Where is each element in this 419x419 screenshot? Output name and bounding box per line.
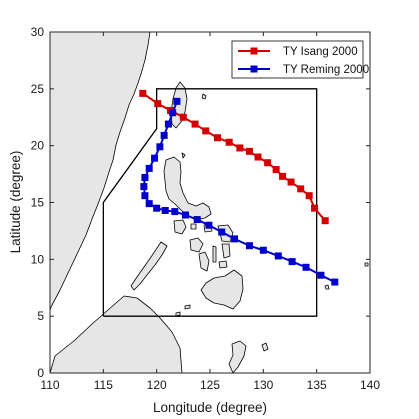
track-point [193,216,201,224]
y-tick-label: 5 [37,309,44,323]
legend-label-reming: TY Reming 2000 [283,64,369,76]
y-tick-label: 30 [31,25,45,39]
track-point [302,263,310,271]
track-point [287,178,295,186]
map-layer [50,32,369,373]
track-point [154,100,162,108]
x-tick-label: 125 [200,378,220,392]
island [190,223,197,230]
y-tick-label: 20 [31,139,45,153]
track-point [311,204,319,212]
x-axis: 110 115 120 125 130 135 140 [40,32,380,392]
borneo-coast [50,295,183,373]
y-axis: 0 5 10 15 20 25 30 [31,25,370,380]
track-point [171,208,179,216]
track-point [141,192,149,200]
track-point [317,271,325,279]
sulawesi-coast [228,340,247,373]
legend-label-isang: TY Isang 2000 [283,46,358,58]
negros-island [198,251,210,272]
x-tick-label: 130 [253,378,273,392]
y-tick-label: 0 [37,366,44,380]
study-domain-box [102,88,318,317]
track-point [218,228,226,236]
track-point [139,89,147,97]
track-point [145,200,153,208]
typhoon-tracks [139,89,339,286]
palawan-island [130,241,168,291]
x-tick-label: 115 [94,378,113,392]
mainland-asia [50,32,151,311]
x-tick-label: 120 [147,378,167,392]
track-point [225,138,233,146]
track-point [264,159,272,167]
track-point [245,147,253,155]
leyte-island [221,243,231,259]
track-point [231,235,239,243]
track-point [272,166,280,174]
track-point [254,153,262,161]
track-point [202,127,210,135]
track-point [173,97,181,105]
track-point [305,192,313,200]
legend-swatch-marker-reming [250,65,258,73]
track-point [141,173,149,181]
panay-island [189,237,204,253]
y-axis-label: Latitude (degree) [8,151,23,254]
track-point [151,154,159,162]
island [364,262,369,267]
track-point [279,172,287,180]
track-point [191,120,199,128]
mindoro-island [173,219,187,235]
cebu-island [212,245,217,263]
track-point [274,252,282,260]
track-point [181,211,189,219]
luzon-island [163,156,212,221]
island [181,152,186,159]
track-point [161,206,169,214]
bohol-island [218,260,228,269]
track-point [160,131,168,139]
island [201,93,207,100]
y-tick-label: 15 [31,196,45,210]
track-point [321,217,329,225]
track-point [205,221,213,229]
track-point [169,109,177,117]
track-point [245,242,253,250]
x-tick-label: 135 [307,378,327,392]
track-point [213,134,221,142]
track-point [331,278,339,286]
track-point [236,144,244,152]
track-point [288,258,296,266]
track-point [164,120,172,128]
x-axis-label: Longitude (degree) [153,400,267,415]
x-tick-label: 110 [40,378,59,392]
island [324,284,330,290]
y-tick-label: 25 [31,82,45,96]
legend-swatch-marker-isang [250,47,258,55]
track-point [140,183,148,191]
track-point [145,164,153,172]
track-point [179,113,187,121]
sulu-islands [175,311,181,317]
island [261,342,269,352]
sulu-islands [184,304,191,310]
track-point [259,246,267,254]
legend: TY Isang 2000 TY Reming 2000 [231,40,369,79]
mindanao-island [200,269,244,310]
y-tick-label: 10 [31,252,45,266]
track-point [153,204,161,212]
x-tick-label: 140 [360,378,380,392]
track-point [156,143,164,151]
track-point [297,185,305,193]
